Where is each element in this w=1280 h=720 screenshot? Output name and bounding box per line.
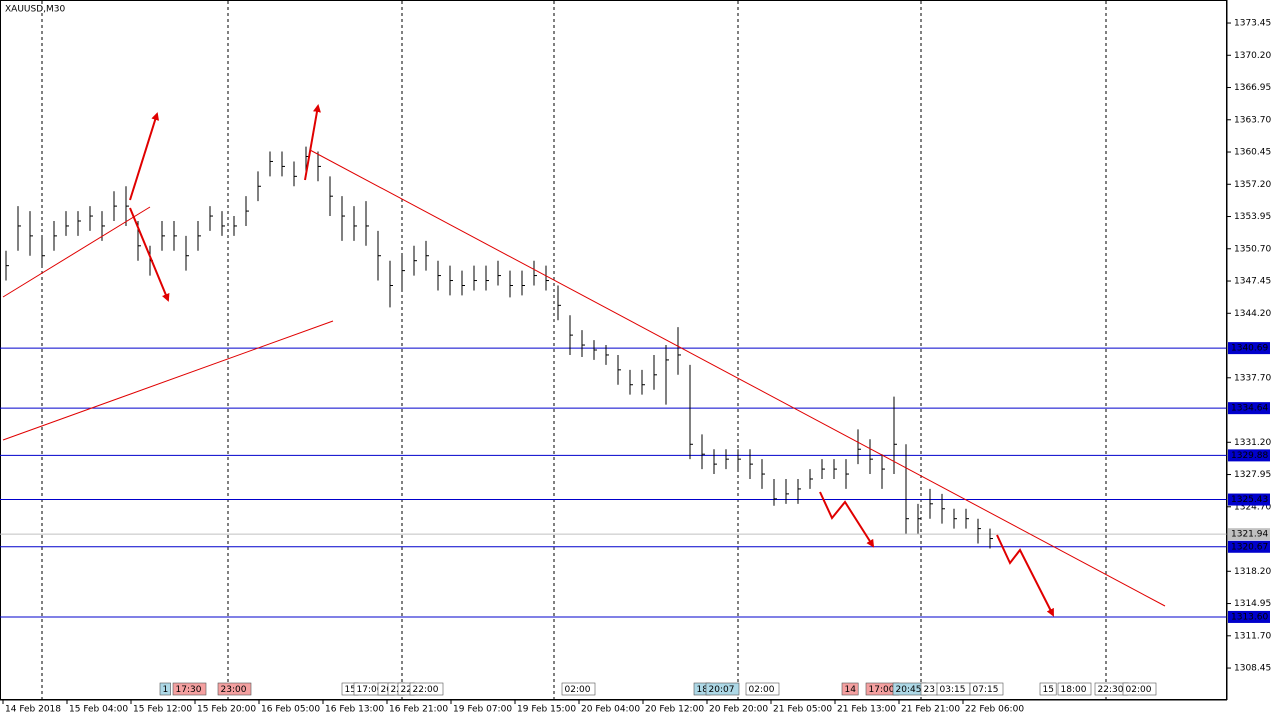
- event-box: [1039, 682, 1057, 696]
- event-label: 20: [381, 685, 393, 695]
- trend-line: [2, 206, 151, 298]
- marks: [0, 146, 1227, 618]
- event-box: [745, 682, 780, 696]
- arrow: [129, 207, 170, 302]
- chart-title: XAUUSD,M30: [5, 5, 65, 15]
- x-tick-label: 19 Feb 15:00: [517, 705, 576, 715]
- day-separators: [41, 1, 1107, 700]
- x-tick-label: 22 Feb 06:00: [965, 705, 1024, 715]
- price-label: 1334.64: [1231, 404, 1268, 414]
- drawings: [2, 104, 1166, 617]
- x-tick-label: 21 Feb 05:00: [773, 705, 832, 715]
- event-box: [705, 682, 740, 696]
- price-label-box: [1228, 402, 1270, 415]
- y-tick-label: 1318.20: [1234, 567, 1271, 577]
- x-tick-label: 14 Feb 2018: [5, 705, 61, 715]
- trend-line: [309, 149, 1166, 607]
- event-label: 22: [401, 685, 412, 695]
- y-tick-label: 1324.70: [1234, 502, 1271, 512]
- arrow: [996, 534, 1054, 617]
- y-tick-label: 1370.20: [1234, 51, 1271, 61]
- event-label: 20:07: [709, 685, 735, 695]
- event-box: [1057, 682, 1092, 696]
- event-box: [409, 682, 444, 696]
- event-box: [159, 682, 171, 696]
- event-label: 15: [345, 685, 356, 695]
- event-label: 20:45: [896, 685, 922, 695]
- y-tick-label: 1314.95: [1234, 599, 1271, 609]
- y-tick-label: 1308.45: [1234, 664, 1271, 674]
- event-label: 22: [391, 685, 402, 695]
- y-tick-label: 1357.20: [1234, 180, 1271, 190]
- event-label: 23: [924, 685, 935, 695]
- event-label: 22:30: [1098, 685, 1124, 695]
- price-label: 1325.43: [1231, 495, 1268, 505]
- y-tick-label: 1350.70: [1234, 244, 1271, 254]
- event-label: 17:00: [357, 685, 383, 695]
- event-label: 22:00: [413, 685, 439, 695]
- event-box: [1122, 682, 1157, 696]
- x-tick-label: 16 Feb 05:00: [261, 705, 320, 715]
- event-label: 02:00: [749, 685, 775, 695]
- event-label: 18:00: [1061, 685, 1087, 695]
- event-label: 18: [697, 685, 709, 695]
- price-label-box: [1228, 528, 1270, 541]
- event-box: [561, 682, 596, 696]
- event-label: 03:15: [940, 685, 966, 695]
- event-label: 23:00: [221, 685, 247, 695]
- event-box: [217, 682, 252, 696]
- x-tick-label: 19 Feb 07:00: [453, 705, 512, 715]
- price-label-box: [1228, 449, 1270, 462]
- event-label: 1: [163, 685, 169, 695]
- y-tick-label: 1366.95: [1234, 83, 1271, 93]
- event-box: [841, 682, 859, 696]
- x-tick-label: 20 Feb 04:00: [581, 705, 640, 715]
- x-tick-label: 20 Feb 20:00: [709, 705, 768, 715]
- y-tick-label: 1344.20: [1234, 309, 1271, 319]
- y-tick-label: 1363.70: [1234, 115, 1271, 125]
- price-label: 1313.60: [1231, 612, 1268, 622]
- x-tick-label: 21 Feb 13:00: [837, 705, 896, 715]
- event-label: 17:00: [869, 685, 895, 695]
- event-label: 17:30: [176, 685, 202, 695]
- arrow: [129, 112, 160, 201]
- price-label-box: [1228, 610, 1270, 623]
- y-tick-label: 1360.45: [1234, 148, 1271, 158]
- event-box: [969, 682, 1004, 696]
- event-label: 14: [845, 685, 857, 695]
- x-tick-label: 20 Feb 12:00: [645, 705, 704, 715]
- trend-line: [2, 320, 334, 441]
- event-label: 07:15: [973, 685, 999, 695]
- y-tick-label: 1331.20: [1234, 438, 1271, 448]
- price-label: 1329.88: [1231, 451, 1268, 461]
- y-tick-label: 1311.70: [1234, 631, 1271, 641]
- price-label-box: [1228, 342, 1270, 355]
- price-label: 1320.67: [1231, 542, 1268, 552]
- event-label: 02:00: [1126, 685, 1152, 695]
- y-tick-label: 1373.45: [1234, 19, 1271, 29]
- y-tick-label: 1337.70: [1234, 373, 1271, 383]
- event-box: [172, 682, 207, 696]
- arrow: [819, 491, 875, 548]
- event-label: 15: [1043, 685, 1054, 695]
- price-label: 1340.69: [1231, 344, 1268, 354]
- plot-frame: [0, 0, 1227, 700]
- y-tick-label: 1327.95: [1234, 470, 1271, 480]
- x-tick-label: 15 Feb 04:00: [69, 705, 128, 715]
- x-tick-label: 15 Feb 12:00: [133, 705, 192, 715]
- x-tick-label: 16 Feb 13:00: [325, 705, 384, 715]
- y-tick-label: 1353.95: [1234, 212, 1271, 222]
- x-tick-label: 21 Feb 21:00: [901, 705, 960, 715]
- price-label: 1321.94: [1231, 530, 1268, 540]
- y-tick-label: 1347.45: [1234, 277, 1271, 287]
- price-label-box: [1228, 493, 1270, 506]
- event-label: 02:00: [565, 685, 591, 695]
- arrow: [304, 104, 321, 181]
- price-label-box: [1228, 540, 1270, 553]
- x-tick-label: 16 Feb 21:00: [389, 705, 448, 715]
- x-tick-label: 15 Feb 20:00: [197, 705, 256, 715]
